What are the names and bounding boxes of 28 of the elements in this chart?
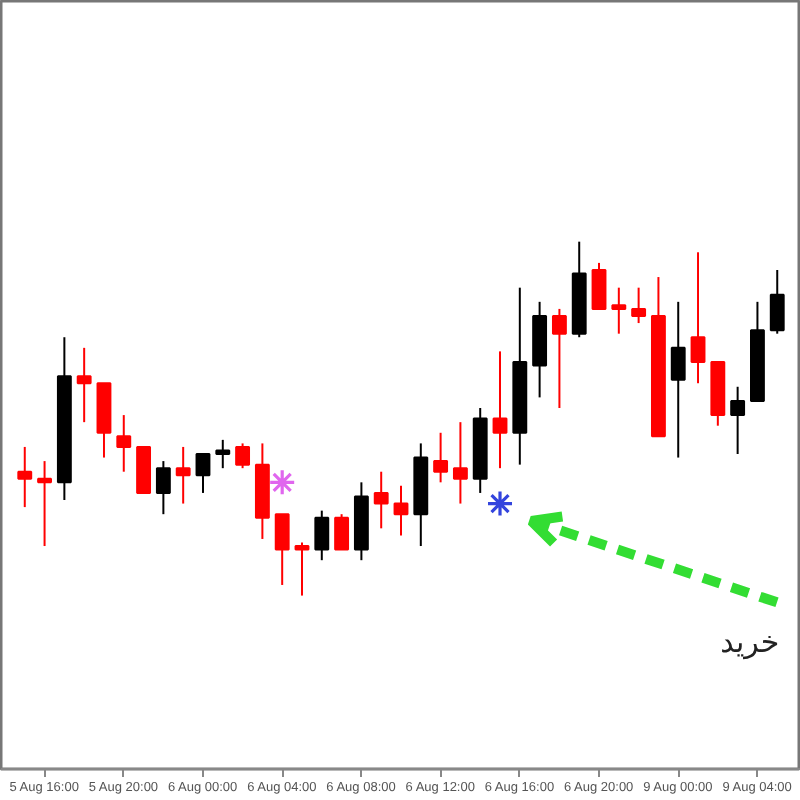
- candlestick: [274, 513, 290, 586]
- candlestick: [769, 268, 785, 335]
- candlestick: [690, 251, 706, 385]
- candlestick: [76, 346, 92, 424]
- candlestick: [17, 445, 33, 509]
- candlestick: [670, 300, 686, 459]
- candlestick: [393, 484, 409, 537]
- text: خرید: [720, 623, 780, 660]
- candlestick: [334, 513, 350, 551]
- candlestick: [492, 350, 508, 470]
- candlestick: [551, 307, 567, 409]
- candlestick: [136, 445, 152, 494]
- candlestick: [175, 445, 191, 505]
- candlestick: [433, 431, 449, 484]
- candlestick: [591, 261, 607, 310]
- candlestick: [611, 286, 627, 335]
- candlestick: [155, 460, 171, 516]
- candlestick: [294, 541, 310, 597]
- candlestick: [631, 286, 647, 325]
- candlestick: [37, 460, 52, 548]
- candlestick: [452, 421, 468, 505]
- candlestick: [730, 385, 746, 456]
- candlestick: [373, 470, 389, 530]
- candlestick: [314, 509, 330, 562]
- candlestick: [235, 442, 251, 470]
- candlestick: [215, 438, 231, 470]
- candlestick: [195, 453, 211, 494]
- candlestick: [116, 414, 132, 473]
